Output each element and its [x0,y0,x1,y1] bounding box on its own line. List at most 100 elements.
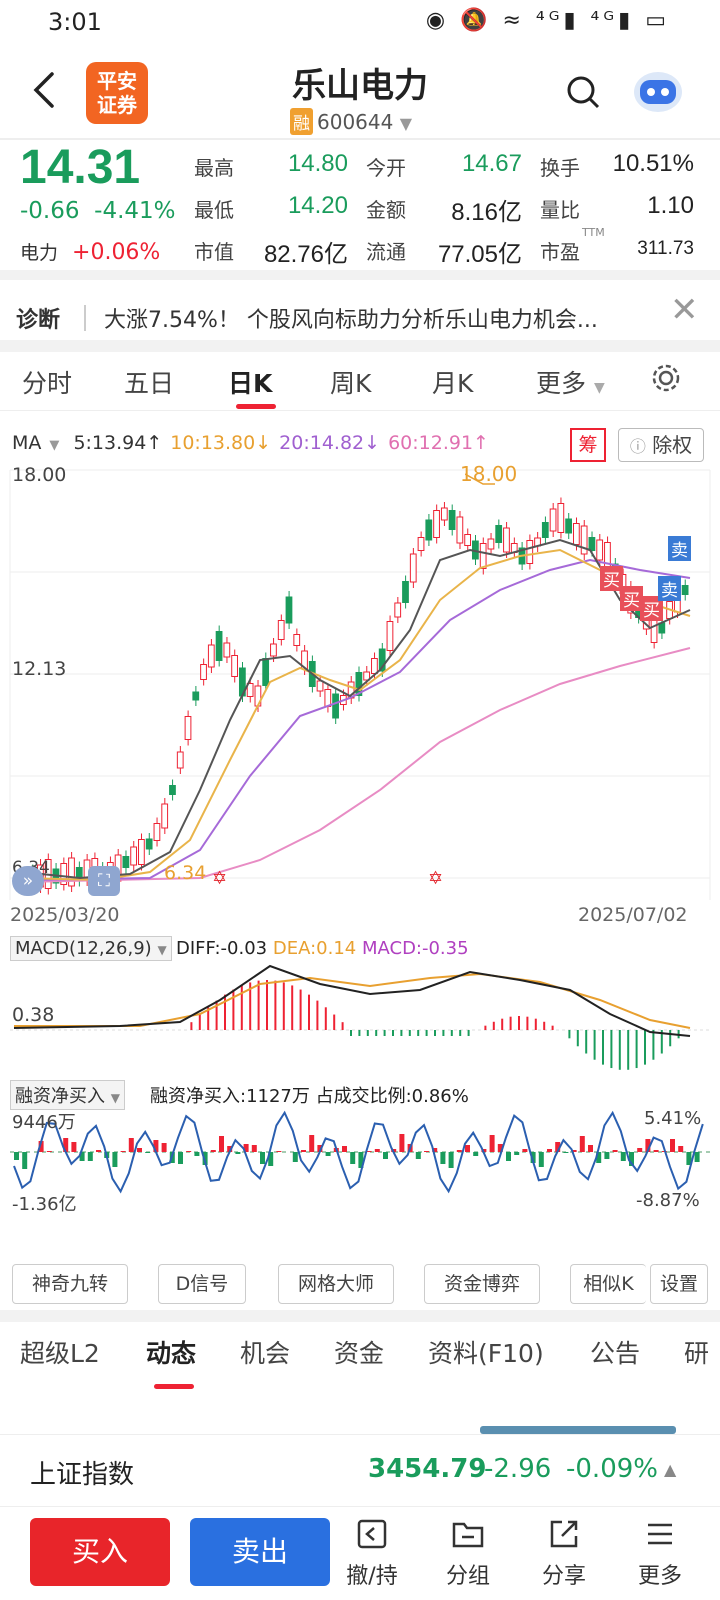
tab-5day[interactable]: 五日 [124,369,175,398]
divider [84,305,86,331]
macd-bar [618,1030,621,1070]
tab-more[interactable]: 更多 ▼ [536,369,605,398]
buy-signal-tag[interactable]: 买 [620,586,643,611]
tab-announcement[interactable]: 公告 [590,1339,641,1368]
margin-chart[interactable] [0,1110,720,1240]
chip-distribution-button[interactable]: 筹 [570,428,606,462]
tool-capital-game[interactable]: 资金博弈 [424,1264,540,1304]
tab-capital[interactable]: 资金 [334,1339,385,1368]
action-label: 撤/持 [346,1564,398,1589]
candle-body [161,803,169,829]
ma-value: 20:14.82↓ [279,432,381,454]
macd-bar [442,1030,445,1036]
status-time: 3:01 [48,8,102,36]
tool-d-signal[interactable]: D信号 [158,1264,246,1304]
buy-signal-tag[interactable]: 买 [640,596,663,621]
margin-bar [243,1144,249,1152]
candle-body [448,510,456,530]
settings-gear-icon[interactable] [650,362,682,394]
margin-bar [112,1152,118,1167]
search-icon[interactable] [565,74,601,110]
quote-value: 14.67 [461,150,522,177]
candle-body [130,846,138,866]
margin-right-top: 5.41% [644,1108,702,1129]
ma-legend[interactable]: MA ▼ 5:13.94↑ 10:13.80↓ 20:14.82↓ 60:12.91↑ [12,432,505,454]
macd-bar [350,1030,352,1036]
stock-name: 乐山电力 [292,66,428,106]
candle-body [355,672,363,696]
event-star-icon[interactable]: ✡ [428,868,444,889]
back-arrow-icon[interactable] [30,70,60,110]
macd-bar [635,1030,638,1069]
buy-button[interactable]: 买入 [30,1518,170,1586]
action-share[interactable]: 分享 [524,1516,604,1590]
margin-bar [358,1152,364,1168]
diagnosis-text[interactable]: 大涨7.54%！ 个股风向标助力分析乐山电力机会... [104,308,598,333]
buy-signal-tag[interactable]: 买 [600,566,623,591]
tab-super-l2[interactable]: 超级L2 [20,1339,100,1368]
candle-body [479,543,487,569]
sector-change[interactable]: 电力 +0.06% [20,240,161,265]
margin-bar [161,1143,167,1152]
tab-intraday[interactable]: 分时 [22,369,73,398]
tab-f10[interactable]: 资料(F10) [428,1339,544,1368]
tab-weekly-k[interactable]: 周K [330,369,372,398]
macd-bar [408,1030,411,1036]
action-more[interactable]: 更多 [620,1516,700,1590]
tool-magic-nine[interactable]: 神奇九转 [12,1264,128,1304]
tab-daily-k[interactable]: 日K [228,369,273,398]
sell-button[interactable]: 卖出 [190,1518,330,1586]
margin-bar [235,1152,241,1154]
max-price-marker: 18.00 [460,462,518,486]
index-ticker[interactable] [0,1434,720,1506]
candle-body [324,689,332,707]
close-icon[interactable]: ✕ [670,290,699,330]
margin-bar [210,1150,216,1152]
margin-bar [604,1152,610,1159]
sell-signal-tag[interactable]: 卖 [658,576,681,601]
margin-selector[interactable]: 融资净买入 ▼ [10,1080,125,1110]
event-star-icon[interactable]: ✡ [212,868,228,889]
tab-news[interactable]: 动态 [146,1339,197,1368]
active-tab-indicator [236,404,276,409]
tool-settings[interactable]: 设置 [650,1264,708,1304]
margin-bar [276,1151,282,1152]
ex-rights-button[interactable]: ⓘ 除权 [618,428,704,462]
robot-assistant-icon[interactable] [630,66,686,116]
date-start: 2025/03/20 [10,904,120,926]
fullscreen-icon[interactable]: ⛶ [88,866,120,896]
chevron-up-icon[interactable]: ▲ [664,1460,677,1479]
action-group[interactable]: 分组 [428,1516,508,1590]
tab-opportunity[interactable]: 机会 [240,1339,291,1368]
band [0,1310,720,1322]
macd-bar [467,1030,470,1036]
candle-body [285,596,293,624]
candle-body [184,716,192,740]
expand-left-icon[interactable]: » [12,866,44,896]
price-change: -0.66 -4.41% [20,198,176,224]
tool-grid-master[interactable]: 网格大师 [278,1264,394,1304]
broker-logo: 平安 证券 [86,62,148,124]
tab-monthly-k[interactable]: 月K [432,369,474,398]
margin-bar [202,1152,208,1165]
macd-chart[interactable] [0,960,720,1080]
margin-bar [432,1148,438,1152]
tab-research[interactable]: 研 [684,1339,710,1368]
sell-signal-tag[interactable]: 卖 [668,536,691,561]
margin-bar [79,1152,85,1161]
margin-bar [489,1135,495,1152]
tool-similar-k[interactable]: 相似K [570,1264,646,1304]
ttm-superscript: TTM [582,226,605,239]
stock-code-row[interactable]: 融 600644 ▼ [290,108,412,135]
margin-bar [547,1149,552,1152]
margin-bar [186,1151,192,1152]
macd-selector[interactable]: MACD(12,26,9) ▼ [10,936,172,961]
quote-label: 量比 [540,198,580,222]
candle-body [332,693,339,719]
index-change-pct: -0.09% [566,1454,658,1484]
action-label: 分组 [445,1564,490,1589]
margin-bar [629,1152,634,1166]
candle-body [371,658,378,674]
action-cancel-hold[interactable]: 撤/持 [332,1516,412,1590]
quote-value: 14.80 [287,150,348,177]
